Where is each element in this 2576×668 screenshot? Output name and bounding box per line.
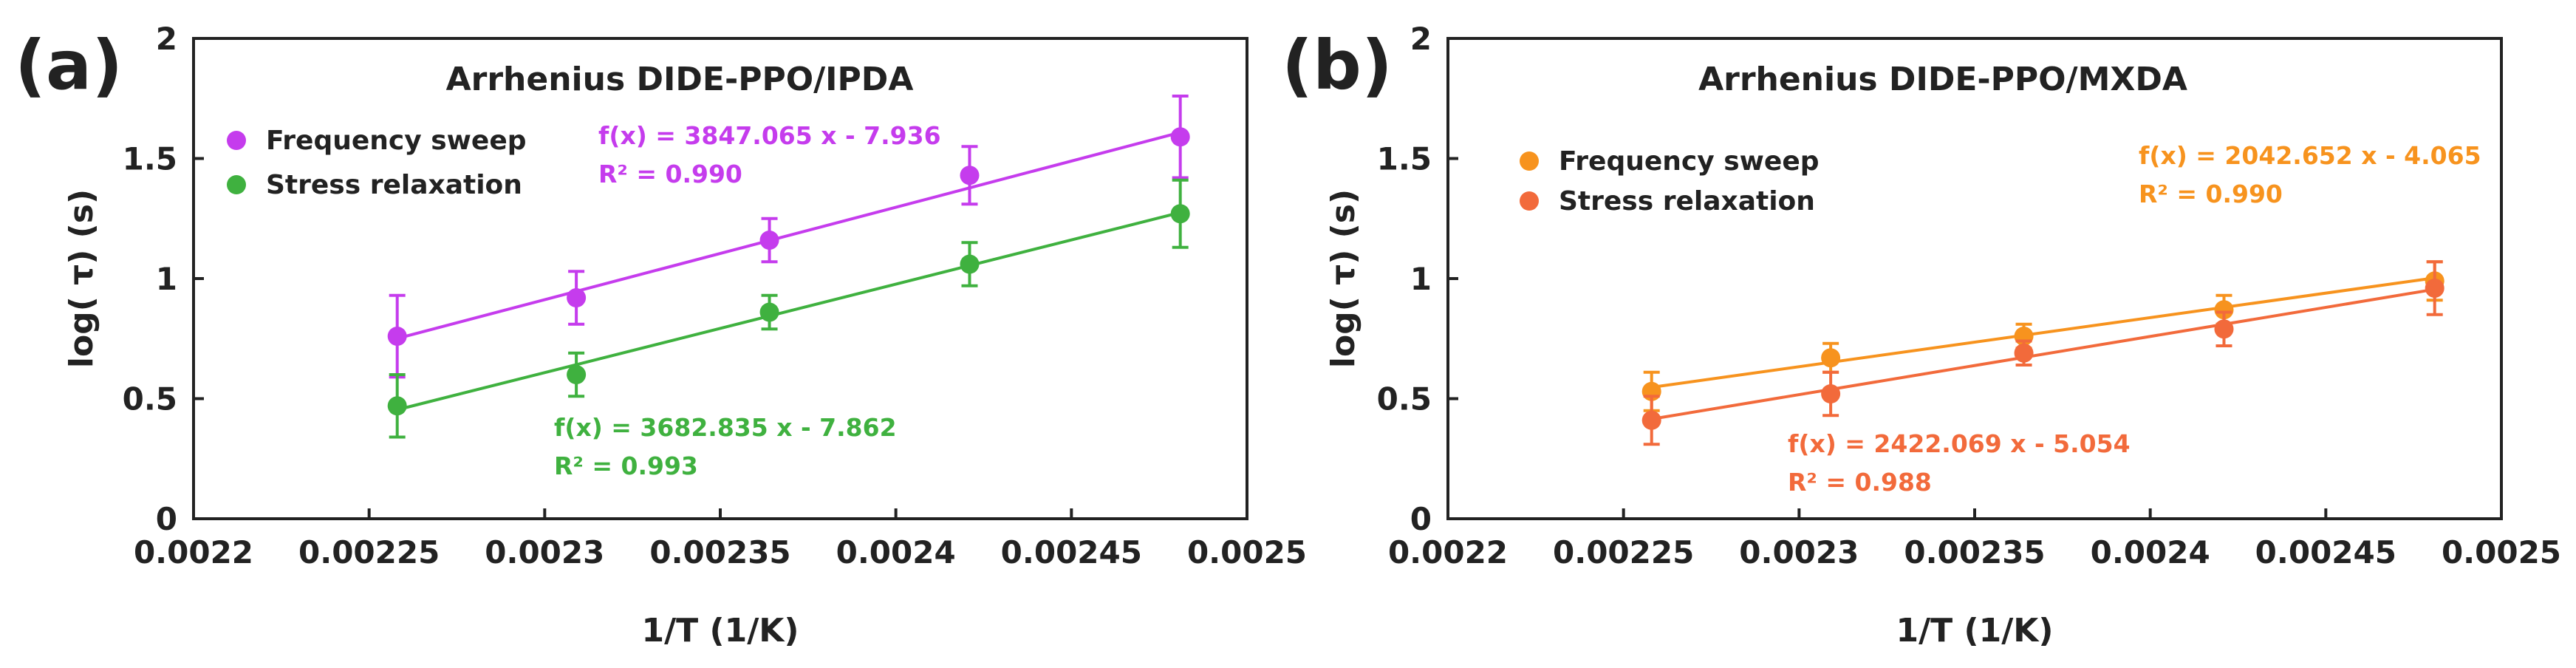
y-tick-label: 1.5	[123, 141, 177, 177]
fit-lines	[397, 131, 1181, 412]
data-point	[1641, 410, 1661, 430]
panel-label: (b)	[1282, 26, 1393, 105]
legend-label-frequency-sweep: Frequency sweep	[1559, 146, 1820, 177]
fit-equation-frequency-sweep: f(x) = 3847.065 x - 7.936	[598, 121, 941, 150]
x-tick-label: 0.0023	[485, 534, 604, 570]
fit-line	[397, 211, 1181, 412]
fit-r2-stress-relaxation: R² = 0.988	[1788, 468, 1932, 497]
legend-marker-frequency-sweep	[1520, 151, 1539, 171]
fit-equation-stress-relaxation: f(x) = 3682.835 x - 7.862	[554, 413, 897, 442]
x-tick-label: 0.00245	[1001, 534, 1142, 570]
legend-marker-stress-relaxation	[227, 175, 246, 194]
y-tick-label: 0	[1410, 501, 1432, 537]
data-point	[2214, 300, 2234, 320]
y-tick-label: 0.5	[1377, 381, 1432, 418]
data-point	[1821, 384, 1841, 403]
y-axis: 0 0.5 1 1.5 2	[1377, 21, 1458, 537]
y-axis: 0 0.5 1 1.5 2	[123, 21, 204, 537]
x-axis: 0.0022 0.00225 0.0023 0.00235 0.0024 0.00245 0…	[134, 508, 1307, 570]
fit-equation-frequency-sweep: f(x) = 2042.652 x - 4.065	[2139, 141, 2481, 170]
y-axis-label: log( τ) (s)	[1325, 189, 1362, 368]
data-point	[960, 166, 980, 185]
fit-annotation-frequency-sweep: f(x) = 3847.065 x - 7.936 R² = 0.990	[598, 121, 941, 188]
legend-label-frequency-sweep: Frequency sweep	[266, 126, 527, 156]
chart-title: Arrhenius DIDE-PPO/IPDA	[446, 61, 914, 98]
data-point	[759, 302, 779, 322]
x-tick-label: 0.00235	[1904, 534, 2045, 570]
y-tick-label: 2	[156, 21, 177, 57]
chart-title: Arrhenius DIDE-PPO/MXDA	[1698, 61, 2187, 98]
legend-label-stress-relaxation: Stress relaxation	[1559, 186, 1815, 217]
legend: Frequency sweep Stress relaxation	[227, 126, 527, 200]
fit-equation-stress-relaxation: f(x) = 2422.069 x - 5.054	[1788, 429, 2131, 458]
data-point	[759, 231, 779, 250]
fit-line	[1651, 276, 2435, 389]
y-tick-label: 2	[1410, 21, 1432, 57]
panel-b: (b) Arrhenius DIDE-PPO/MXDA 0 0.5 1 1.5 2 0.…	[1282, 21, 2561, 650]
x-tick-label: 0.0024	[2091, 534, 2210, 570]
legend-label-stress-relaxation: Stress relaxation	[266, 170, 522, 200]
fit-r2-frequency-sweep: R² = 0.990	[2139, 180, 2283, 208]
fit-annotation-frequency-sweep: f(x) = 2042.652 x - 4.065 R² = 0.990	[2139, 141, 2481, 208]
x-axis: 0.0022 0.00225 0.0023 0.00235 0.0024 0.00245 0…	[1388, 508, 2561, 570]
fit-annotation-stress-relaxation: f(x) = 2422.069 x - 5.054 R² = 0.988	[1788, 429, 2131, 497]
plot-frame	[192, 37, 1248, 520]
data-points	[387, 95, 1190, 439]
data-point	[567, 365, 587, 384]
x-axis-label: 1/T (1/K)	[641, 612, 799, 650]
panel-a: (a) Arrhenius DIDE-PPO/IPDA 0 0.5 1 1.5 2 0.…	[15, 21, 1307, 650]
data-point	[2425, 279, 2445, 298]
legend-marker-frequency-sweep	[227, 131, 246, 150]
data-point	[387, 327, 407, 346]
x-tick-label: 0.0022	[1388, 534, 1508, 570]
fit-r2-stress-relaxation: R² = 0.993	[554, 451, 698, 480]
x-tick-label: 0.0023	[1739, 534, 1859, 570]
x-axis-label: 1/T (1/K)	[1896, 612, 2053, 650]
panel-label: (a)	[15, 26, 123, 105]
x-tick-label: 0.0025	[1187, 534, 1307, 570]
legend: Frequency sweep Stress relaxation	[1520, 146, 1820, 217]
x-tick-label: 0.00235	[649, 534, 790, 570]
data-point	[1170, 204, 1190, 224]
data-point	[1821, 348, 1841, 368]
fit-line	[397, 131, 1181, 340]
legend-marker-stress-relaxation	[1520, 191, 1539, 211]
y-axis-label: log( τ) (s)	[63, 189, 100, 368]
data-points	[1641, 260, 2445, 446]
x-tick-label: 0.00225	[1553, 534, 1694, 570]
data-point	[960, 254, 980, 274]
x-tick-label: 0.00225	[298, 534, 440, 570]
data-point	[1170, 127, 1190, 147]
y-tick-label: 1	[156, 261, 177, 297]
fit-line	[1651, 287, 2436, 421]
data-point	[2214, 319, 2234, 339]
x-tick-label: 0.0025	[2442, 534, 2561, 570]
data-point	[567, 288, 587, 307]
y-tick-label: 0.5	[123, 381, 177, 418]
x-tick-label: 0.0024	[836, 534, 956, 570]
x-tick-label: 0.0022	[134, 534, 253, 570]
x-tick-label: 0.00245	[2255, 534, 2396, 570]
y-tick-label: 1	[1410, 261, 1432, 297]
data-point	[2014, 343, 2034, 363]
fit-lines	[1651, 276, 2436, 421]
fit-annotation-stress-relaxation: f(x) = 3682.835 x - 7.862 R² = 0.993	[554, 413, 897, 480]
data-point	[387, 396, 407, 416]
y-tick-label: 0	[156, 501, 177, 537]
fit-r2-frequency-sweep: R² = 0.990	[598, 160, 742, 188]
y-tick-label: 1.5	[1377, 141, 1432, 177]
